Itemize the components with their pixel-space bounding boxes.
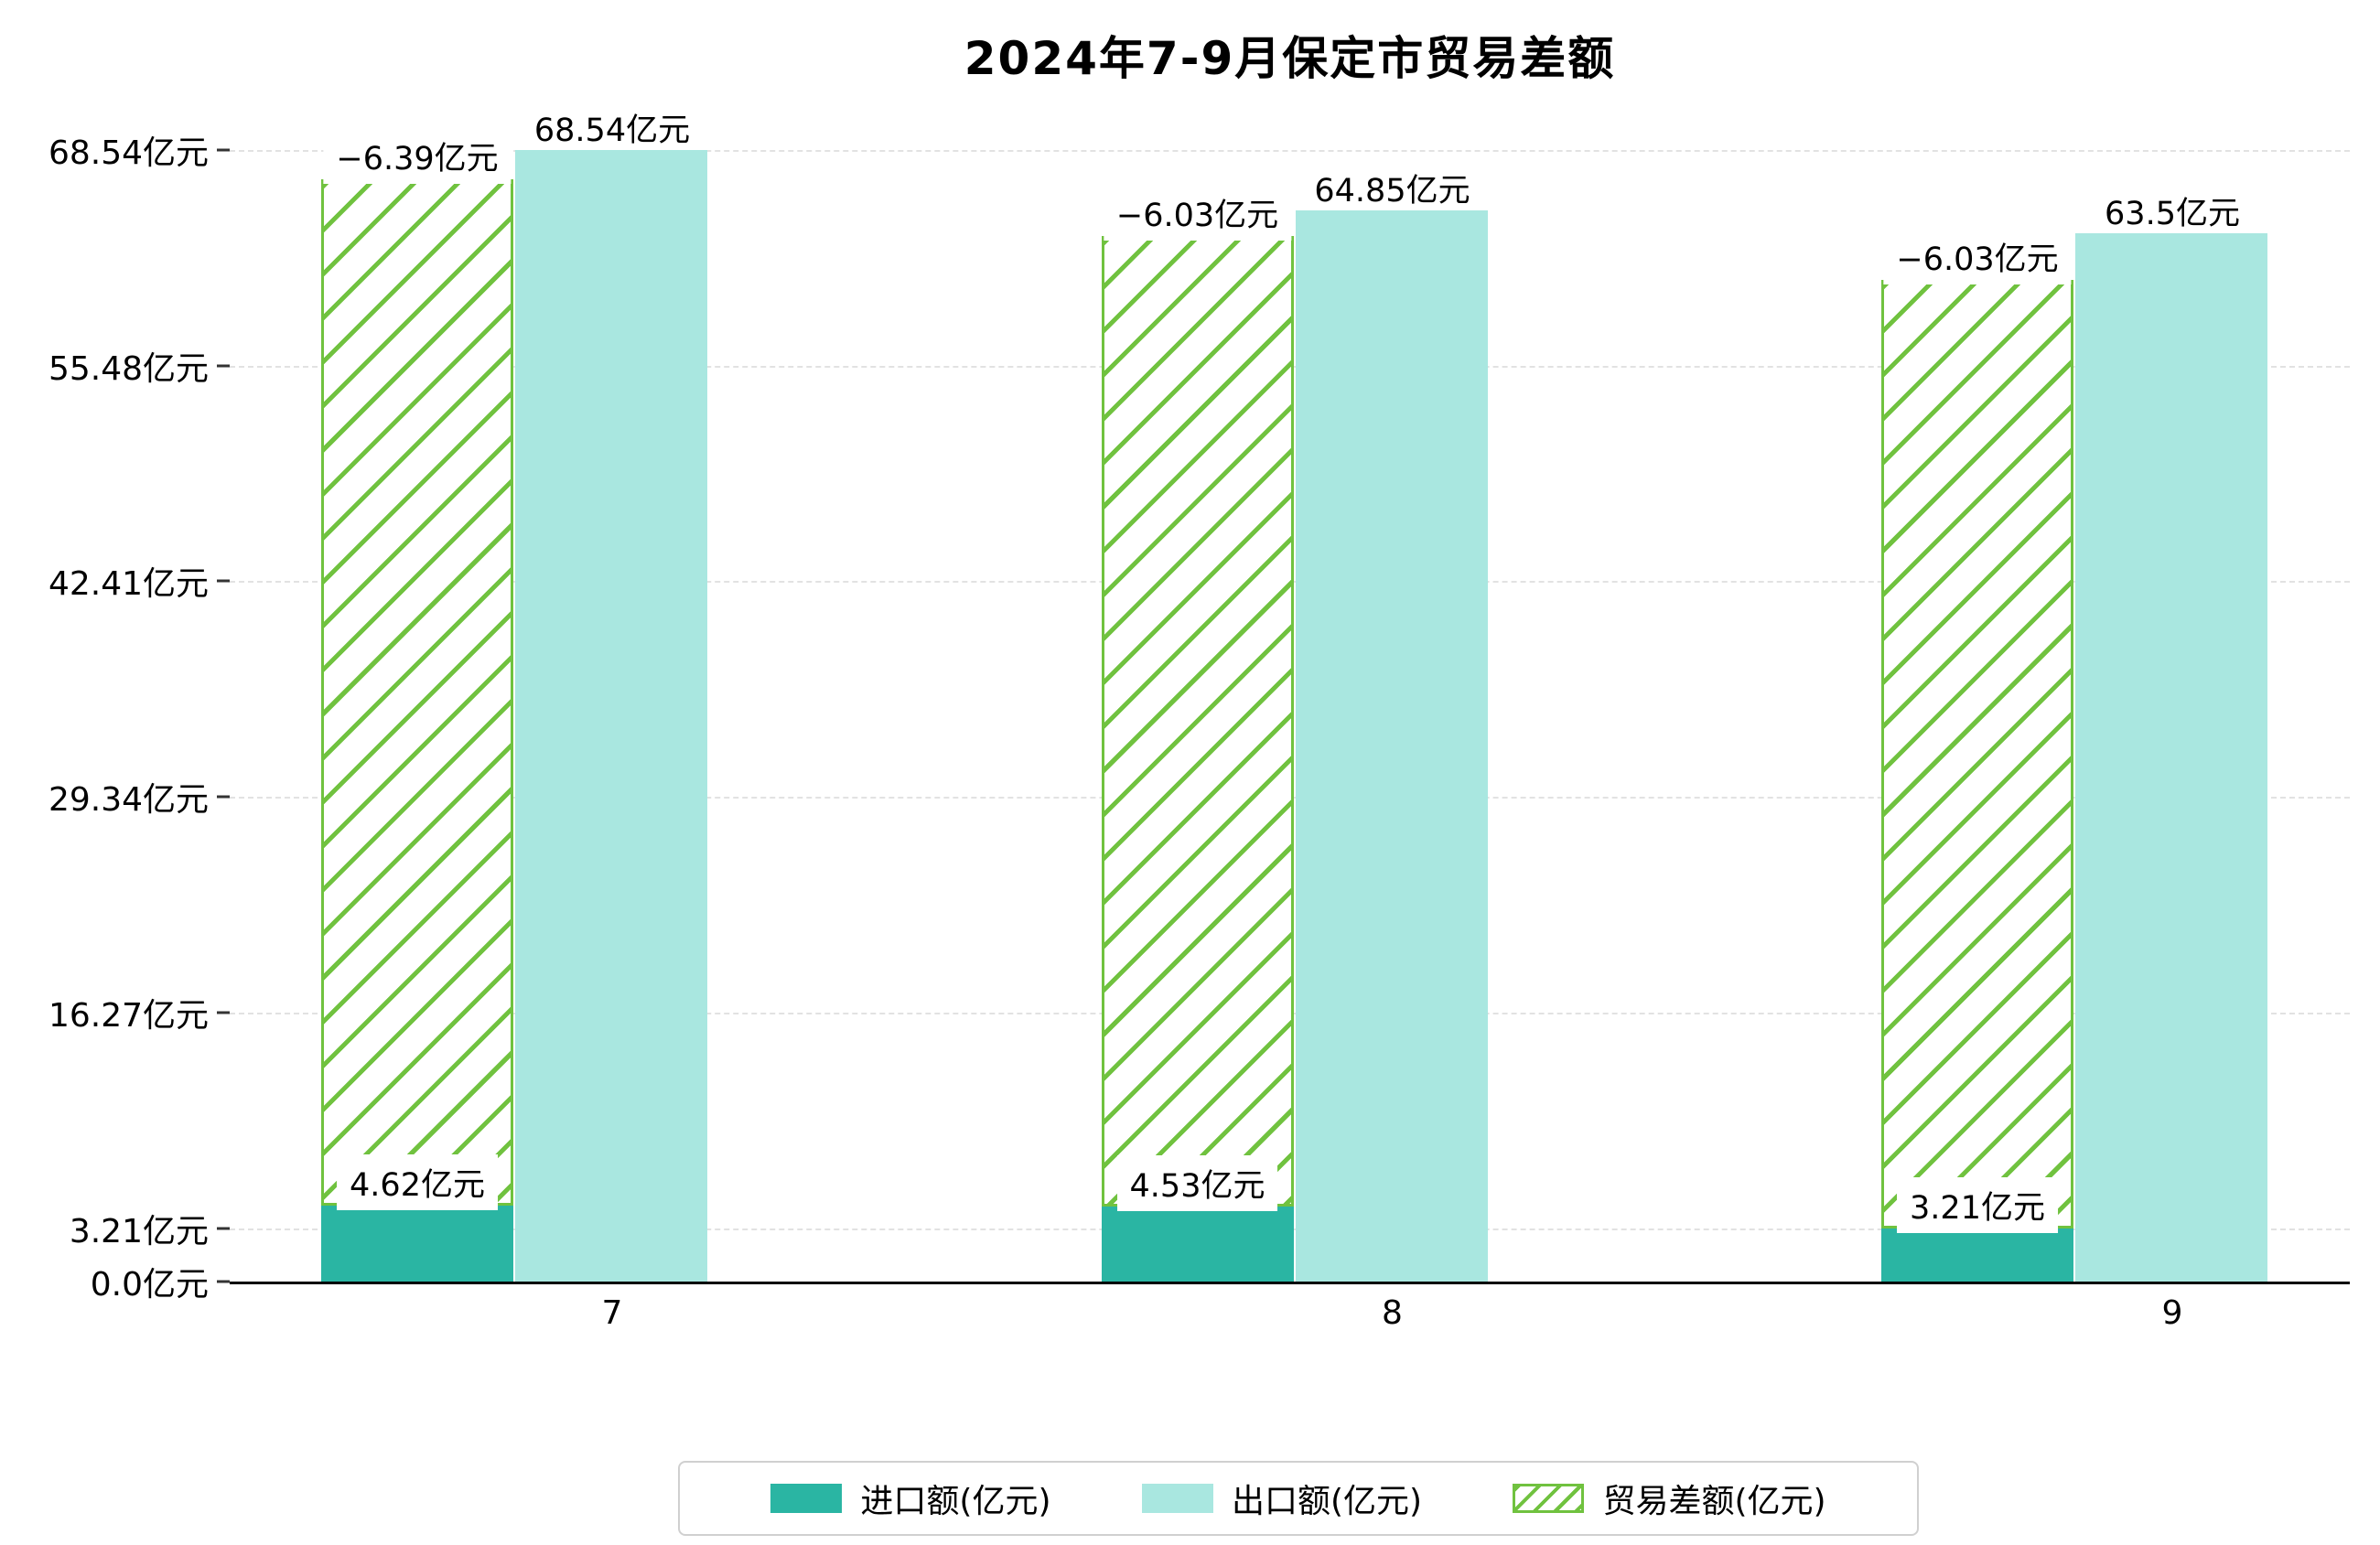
x-tick-label: 9	[2161, 1294, 2183, 1332]
trade-balance-swatch-icon	[1513, 1484, 1585, 1513]
y-tick-label: 42.41亿元	[48, 565, 209, 604]
legend-label-trade-balance: 贸易差额(亿元)	[1602, 1483, 1826, 1520]
y-tick-mark	[217, 364, 230, 368]
legend-item-trade-balance: 贸易差额(亿元)	[1513, 1475, 1826, 1522]
export-bar	[1295, 210, 1488, 1282]
y-tick-mark	[217, 795, 230, 799]
import-bar	[1101, 1207, 1294, 1282]
legend-label-import: 进口额(亿元)	[860, 1483, 1051, 1520]
y-tick-mark	[217, 1227, 230, 1230]
legend-item-export: 出口额(亿元)	[1141, 1475, 1423, 1522]
y-tick-mark	[217, 1011, 230, 1014]
trade-balance-bar	[321, 178, 513, 1206]
legend-label-export: 出口额(亿元)	[1231, 1483, 1423, 1520]
y-tick-label: 55.48亿元	[48, 349, 209, 388]
y-tick-mark	[217, 579, 230, 583]
export-bar	[515, 149, 707, 1282]
trade-balance-bar	[1881, 279, 2073, 1229]
export-value-label: 64.85亿元	[1314, 173, 1470, 210]
legend-item-import: 进口额(亿元)	[770, 1475, 1051, 1522]
x-axis-line	[230, 1282, 2350, 1284]
y-tick-label: 68.54亿元	[48, 134, 209, 172]
chart-title: 2024年7-9月保定市贸易差额	[964, 32, 1616, 85]
import-bar	[1881, 1228, 2073, 1282]
import-bar	[321, 1205, 513, 1282]
y-tick-label: 0.0亿元	[90, 1266, 209, 1304]
trade-balance-value-label: −6.03亿元	[1883, 228, 2072, 284]
trade-balance-value-label: −6.03亿元	[1103, 184, 1292, 241]
export-value-label: 63.5亿元	[2105, 195, 2240, 232]
y-tick-label: 3.21亿元	[69, 1213, 209, 1251]
export-swatch-icon	[1141, 1484, 1213, 1513]
export-bar	[2075, 232, 2267, 1282]
x-tick-label: 8	[1382, 1294, 1403, 1332]
export-value-label: 68.54亿元	[533, 112, 691, 149]
y-tick-label: 16.27亿元	[48, 997, 209, 1035]
import-value-label: 4.62亿元	[337, 1153, 498, 1210]
x-tick-label: 7	[601, 1294, 623, 1332]
y-tick-mark	[217, 1280, 230, 1283]
trade-balance-bar	[1101, 235, 1294, 1207]
import-swatch-icon	[770, 1484, 843, 1513]
trade-balance-value-label: −6.39亿元	[323, 127, 512, 184]
legend: 进口额(亿元) 出口额(亿元) 贸易差额(亿元)	[678, 1461, 1919, 1536]
gridline	[230, 149, 2350, 152]
import-value-label: 4.53亿元	[1116, 1155, 1278, 1212]
y-tick-label: 29.34亿元	[48, 781, 209, 820]
import-value-label: 3.21亿元	[1897, 1177, 2058, 1234]
y-tick-mark	[217, 148, 230, 152]
